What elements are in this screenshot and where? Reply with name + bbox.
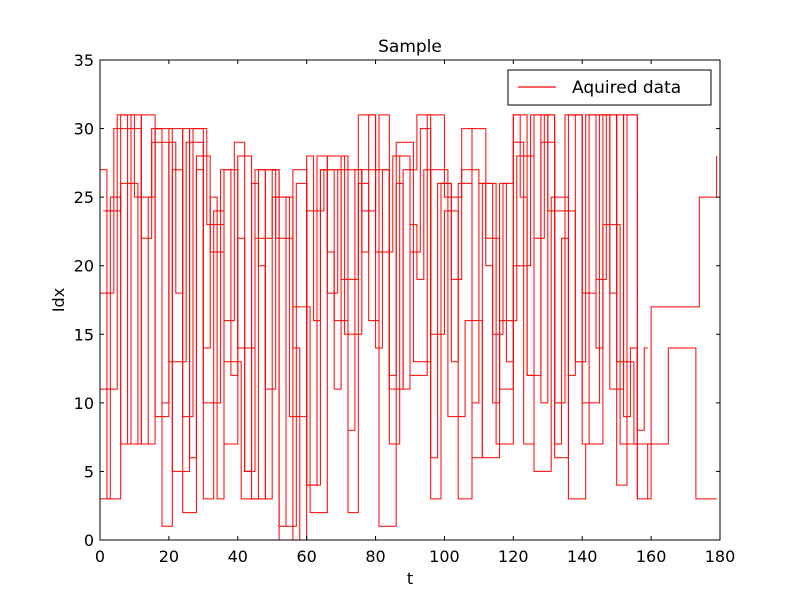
- x-tick-label: 40: [228, 547, 248, 566]
- y-tick-label: 25: [74, 188, 94, 207]
- y-axis-label: Idx: [49, 288, 68, 312]
- legend: Aquired data: [507, 69, 712, 106]
- x-tick-label: 0: [95, 547, 105, 566]
- series-layer: [100, 114, 718, 541]
- x-tick-label: 100: [429, 547, 460, 566]
- series-line-segment: [103, 128, 638, 527]
- y-tick-label: 35: [74, 51, 94, 70]
- y-tick-label: 10: [74, 394, 94, 413]
- y-tick-label: 20: [74, 257, 94, 276]
- x-tick-label: 60: [296, 547, 316, 566]
- x-tick-label: 20: [159, 547, 179, 566]
- x-tick-label: 120: [498, 547, 529, 566]
- series-line-segment: [100, 114, 717, 500]
- y-tick-label: 15: [74, 325, 94, 344]
- x-tick-label: 140: [567, 547, 598, 566]
- plot-frame: [99, 59, 721, 541]
- x-tick-label: 80: [365, 547, 385, 566]
- x-tick-label: 180: [705, 547, 736, 566]
- ticks-layer: 0 20 40 60 80 100 120 140 160 180 0 5 10 15 20 25 30 35: [74, 51, 736, 566]
- chart-title: Sample: [378, 37, 442, 57]
- y-tick-label: 30: [74, 120, 94, 139]
- x-tick-label: 160: [636, 547, 667, 566]
- legend-label: Aquired data: [572, 78, 681, 98]
- y-tick-label: 5: [84, 462, 94, 481]
- y-tick-label: 0: [84, 531, 94, 550]
- x-axis-label: t: [407, 569, 413, 588]
